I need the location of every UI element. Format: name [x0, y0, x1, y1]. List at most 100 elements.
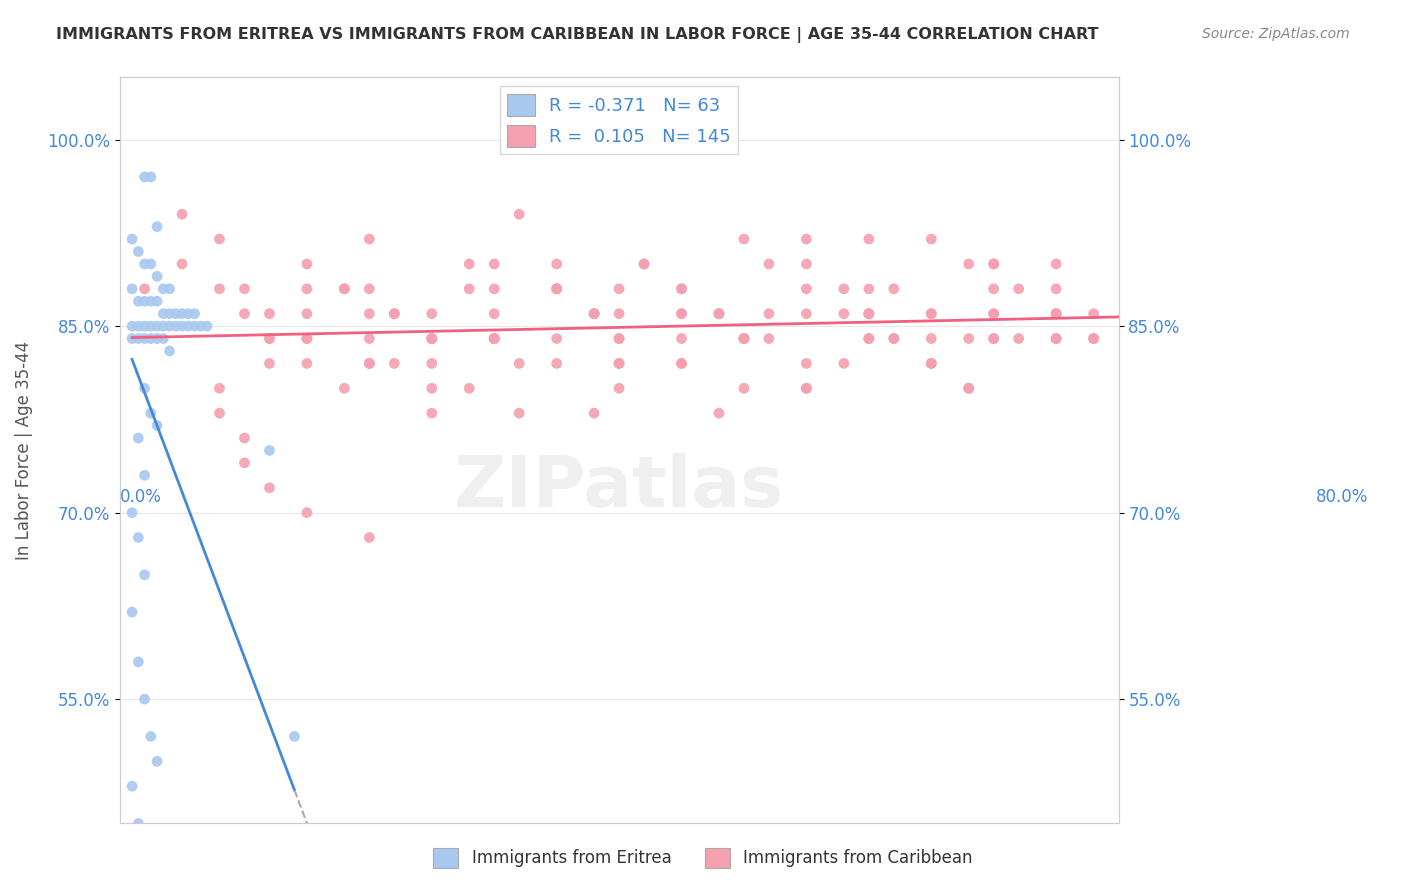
Point — [195, 319, 218, 334]
Point — [920, 356, 942, 370]
Point — [359, 531, 381, 545]
Point — [127, 319, 149, 334]
Point — [420, 307, 443, 321]
Point — [607, 332, 630, 346]
Point — [134, 319, 156, 334]
Point — [758, 307, 780, 321]
Point — [170, 307, 193, 321]
Point — [832, 356, 855, 370]
Point — [208, 381, 231, 395]
Point — [159, 282, 181, 296]
Point — [139, 332, 162, 346]
Point — [957, 381, 980, 395]
Text: IMMIGRANTS FROM ERITREA VS IMMIGRANTS FROM CARIBBEAN IN LABOR FORCE | AGE 35-44 : IMMIGRANTS FROM ERITREA VS IMMIGRANTS FR… — [56, 27, 1098, 43]
Point — [832, 282, 855, 296]
Point — [858, 232, 880, 246]
Point — [208, 406, 231, 420]
Point — [127, 531, 149, 545]
Point — [957, 257, 980, 271]
Point — [359, 232, 381, 246]
Point — [458, 257, 481, 271]
Point — [259, 481, 281, 495]
Point — [127, 332, 149, 346]
Point — [484, 332, 506, 346]
Point — [707, 406, 730, 420]
Point — [295, 307, 318, 321]
Point — [121, 332, 143, 346]
Point — [134, 257, 156, 271]
Point — [134, 468, 156, 483]
Point — [295, 257, 318, 271]
Point — [259, 332, 281, 346]
Point — [1008, 282, 1031, 296]
Point — [707, 307, 730, 321]
Point — [170, 257, 193, 271]
Point — [382, 307, 405, 321]
Point — [546, 356, 568, 370]
Point — [134, 169, 156, 184]
Point — [159, 319, 181, 334]
Point — [1045, 307, 1067, 321]
Y-axis label: In Labor Force | Age 35-44: In Labor Force | Age 35-44 — [15, 341, 32, 560]
Point — [359, 282, 381, 296]
Point — [233, 307, 256, 321]
Point — [420, 381, 443, 395]
Point — [295, 332, 318, 346]
Point — [139, 257, 162, 271]
Point — [920, 232, 942, 246]
Point — [508, 207, 530, 221]
Point — [139, 406, 162, 420]
Point — [333, 381, 356, 395]
Point — [190, 319, 212, 334]
Point — [858, 307, 880, 321]
Point — [259, 332, 281, 346]
Point — [607, 307, 630, 321]
Point — [359, 332, 381, 346]
Point — [159, 343, 181, 358]
Point — [546, 257, 568, 271]
Point — [146, 319, 169, 334]
Point — [484, 332, 506, 346]
Point — [583, 406, 606, 420]
Text: ZIPatlas: ZIPatlas — [454, 453, 785, 522]
Point — [633, 257, 655, 271]
Point — [983, 307, 1005, 321]
Point — [546, 282, 568, 296]
Point — [733, 332, 755, 346]
Point — [796, 381, 818, 395]
Point — [170, 207, 193, 221]
Point — [134, 282, 156, 296]
Point — [671, 356, 693, 370]
Point — [170, 319, 193, 334]
Point — [139, 294, 162, 309]
Point — [1008, 332, 1031, 346]
Point — [121, 282, 143, 296]
Point — [796, 307, 818, 321]
Point — [1045, 332, 1067, 346]
Point — [259, 443, 281, 458]
Point — [146, 294, 169, 309]
Point — [733, 332, 755, 346]
Point — [983, 257, 1005, 271]
Point — [796, 381, 818, 395]
Point — [484, 282, 506, 296]
Point — [146, 418, 169, 433]
Point — [583, 307, 606, 321]
Point — [957, 381, 980, 395]
Point — [420, 332, 443, 346]
Point — [134, 841, 156, 855]
Point — [127, 244, 149, 259]
Point — [165, 319, 187, 334]
Point — [858, 307, 880, 321]
Point — [546, 282, 568, 296]
Point — [382, 356, 405, 370]
Point — [259, 356, 281, 370]
Point — [1045, 307, 1067, 321]
Point — [758, 257, 780, 271]
Point — [121, 506, 143, 520]
Point — [1083, 332, 1105, 346]
Point — [796, 282, 818, 296]
Point — [127, 294, 149, 309]
Point — [733, 332, 755, 346]
Point — [983, 332, 1005, 346]
